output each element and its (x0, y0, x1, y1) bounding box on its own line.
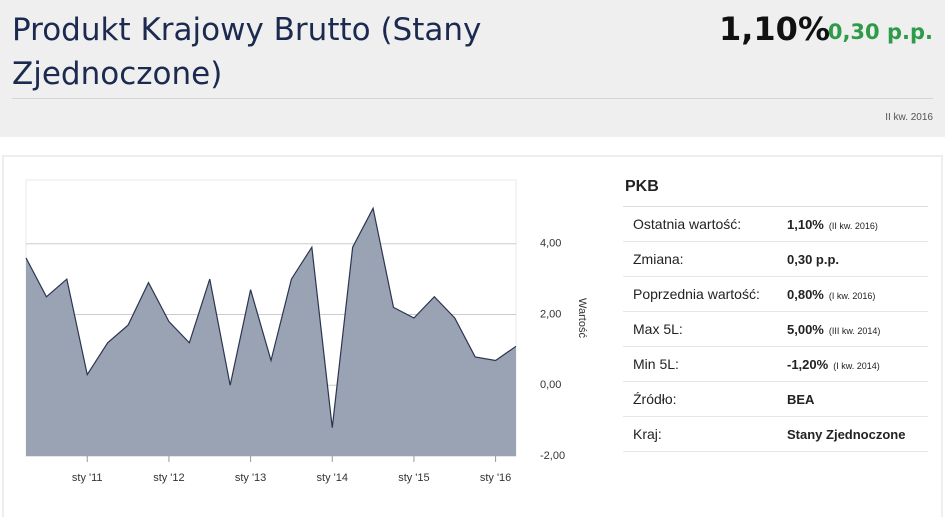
y-tick-label: 4,00 (540, 238, 561, 250)
panel (2, 155, 943, 517)
row-value: Stany Zjednoczone (787, 427, 906, 442)
row-value: -1,20% (787, 357, 829, 372)
area-fill (26, 208, 516, 456)
divider (12, 98, 933, 99)
row-value: 1,10% (787, 217, 824, 232)
x-tick-label: sty '11 (72, 472, 103, 484)
info-table: PKB Ostatnia wartość: 1,10% (II kw. 2016) Zm… (623, 178, 928, 452)
row-value-wrap: 5,00% (III kw. 2014) (787, 321, 880, 337)
row-value: 0,80% (787, 287, 824, 302)
row-note: (I kw. 2016) (828, 291, 876, 301)
row-label: Max 5L: (633, 321, 683, 337)
table-row: Min 5L: -1,20% (I kw. 2014) (623, 347, 928, 382)
row-value-wrap: 0,30 p.p. (787, 251, 839, 267)
x-tick-label: sty '16 (480, 472, 511, 484)
row-note: (I kw. 2014) (833, 361, 880, 371)
title: Produkt Krajowy Brutto (Stany Zjednoczon… (12, 12, 482, 92)
row-value-wrap: Stany Zjednoczone (787, 426, 905, 442)
y-tick-label: 2,00 (540, 308, 561, 320)
row-label: Źródło: (633, 391, 677, 407)
row-note: (III kw. 2014) (828, 326, 881, 336)
y-tick-label: -2,00 (540, 450, 565, 462)
row-label: Poprzednia wartość: (633, 286, 760, 302)
row-label: Zmiana: (633, 251, 684, 267)
row-label: Kraj: (633, 426, 662, 442)
area-line (25, 206, 517, 428)
row-value-wrap: BEA (787, 391, 814, 407)
row-label: Ostatnia wartość: (633, 216, 742, 232)
row-label: Min 5L: (633, 356, 679, 372)
x-tick-label: sty '12 (153, 472, 184, 484)
table-row: Zmiana: 0,30 p.p. (623, 242, 928, 277)
row-value: BEA (787, 392, 815, 407)
table-row: Max 5L: 5,00% (III kw. 2014) (623, 312, 928, 347)
chart: Wartość -2,00 0,00 2,00 4,00 sty '11 sty '12 s… (25, 179, 588, 484)
row-value-wrap: 1,10% (II kw. 2016) (787, 216, 878, 232)
y-axis-label: Wartość (576, 298, 588, 338)
period: II kw. 2016 (885, 112, 933, 123)
x-tick-label: sty '15 (398, 472, 429, 484)
row-note: (II kw. 2016) (828, 221, 878, 231)
row-value: 0,30 p.p. (787, 252, 840, 267)
value: 1,10% (718, 10, 830, 48)
table-row: Kraj: Stany Zjednoczone (623, 417, 928, 452)
table-row: Źródło: BEA (623, 382, 928, 417)
row-value-wrap: 0,80% (I kw. 2016) (787, 286, 875, 302)
header: Produkt Krajowy Brutto (Stany Zjednoczon… (0, 0, 945, 137)
table-row: Ostatnia wartość: 1,10% (II kw. 2016) (623, 207, 928, 242)
row-value-wrap: -1,20% (I kw. 2014) (787, 356, 880, 372)
x-tick-label: sty '14 (317, 472, 348, 484)
y-tick-label: 0,00 (540, 379, 561, 391)
x-tick-label: sty '13 (235, 472, 266, 484)
change: 0,30 p.p. (827, 20, 933, 44)
table-title: PKB (623, 178, 928, 207)
table-row: Poprzednia wartość: 0,80% (I kw. 2016) (623, 277, 928, 312)
row-value: 5,00% (787, 322, 824, 337)
